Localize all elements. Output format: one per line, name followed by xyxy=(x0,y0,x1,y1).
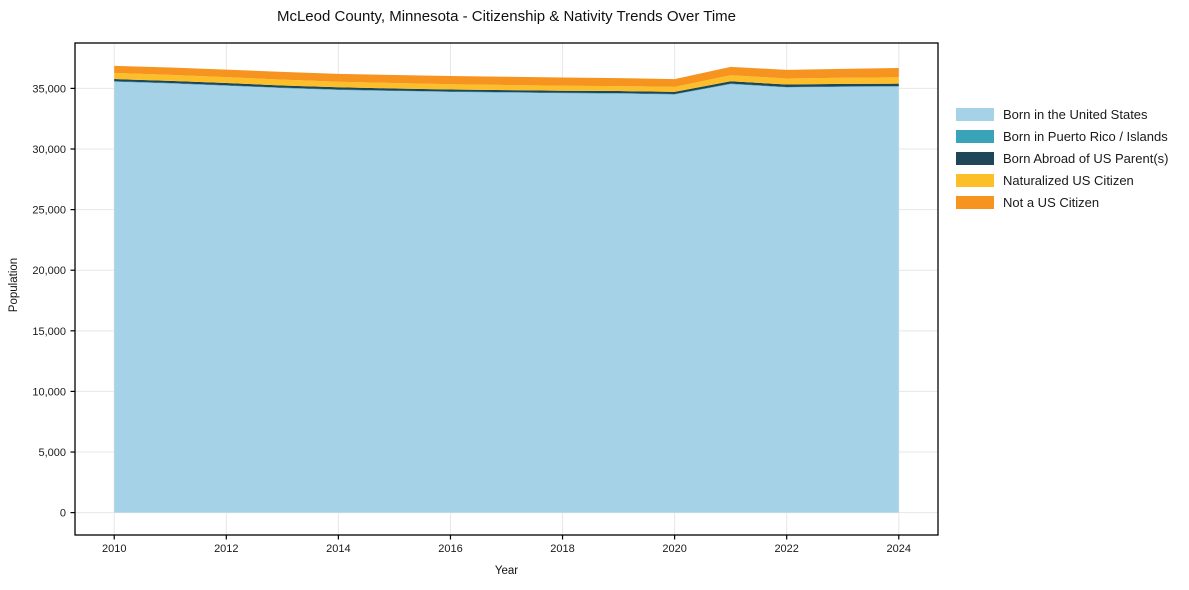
y-tick-label: 10,000 xyxy=(32,386,66,398)
legend-item-born-abroad-of-us-parent-s: Born Abroad of US Parent(s) xyxy=(956,151,1169,166)
x-tick-label: 2020 xyxy=(662,543,686,555)
y-tick-label: 15,000 xyxy=(32,326,66,338)
legend-label: Born Abroad of US Parent(s) xyxy=(1003,151,1169,166)
legend-swatch-not-a-us-citizen xyxy=(956,196,994,209)
legend-item-born-in-puerto-rico-islands: Born in Puerto Rico / Islands xyxy=(956,129,1168,144)
legend-item-not-a-us-citizen: Not a US Citizen xyxy=(956,195,1168,210)
legend-swatch-naturalized-us-citizen xyxy=(956,174,994,187)
x-tick-label: 2022 xyxy=(774,543,798,555)
x-tick-label: 2024 xyxy=(887,543,911,555)
legend-label: Not a US Citizen xyxy=(1003,195,1100,210)
legend-label: Naturalized US Citizen xyxy=(1003,173,1134,188)
legend-item-naturalized-us-citizen: Naturalized US Citizen xyxy=(956,173,1168,188)
y-tick-label: 25,000 xyxy=(32,205,66,217)
plot-border xyxy=(74,42,939,536)
area-naturalized-us-citizen xyxy=(114,72,899,92)
legend-swatch-born-in-puerto-rico-islands xyxy=(956,130,994,143)
x-tick-label: 2010 xyxy=(102,543,126,555)
legend-swatch-born-in-the-united-states xyxy=(956,108,994,121)
legend: Born in the United States Born in Puerto … xyxy=(956,107,1169,218)
area-born-in-the-united-states xyxy=(114,81,899,513)
y-tick-label: 30,000 xyxy=(32,144,66,156)
legend-item-born-in-the-united-states: Born in the United States xyxy=(956,107,1168,122)
x-tick-label: 2014 xyxy=(326,543,350,555)
y-tick-label: 20,000 xyxy=(32,265,66,277)
legend-label: Born in the United States xyxy=(1003,107,1148,122)
x-axis-label: Year xyxy=(494,565,519,577)
x-tick-label: 2018 xyxy=(550,543,574,555)
x-tick-label: 2016 xyxy=(438,543,462,555)
x-tick-label: 2012 xyxy=(214,543,238,555)
legend-label: Born in Puerto Rico / Islands xyxy=(1003,129,1168,144)
area-not-a-us-citizen xyxy=(114,65,899,87)
y-tick-label: 0 xyxy=(60,508,66,520)
y-tick-label: 35,000 xyxy=(32,83,66,95)
y-tick-label: 5,000 xyxy=(38,447,66,459)
chart-title: McLeod County, Minnesota - Citizenship &… xyxy=(276,8,737,25)
legend-swatch-born-abroad-of-us-parent-s xyxy=(956,152,994,165)
area-born-abroad-of-us-parent-s xyxy=(114,79,899,94)
